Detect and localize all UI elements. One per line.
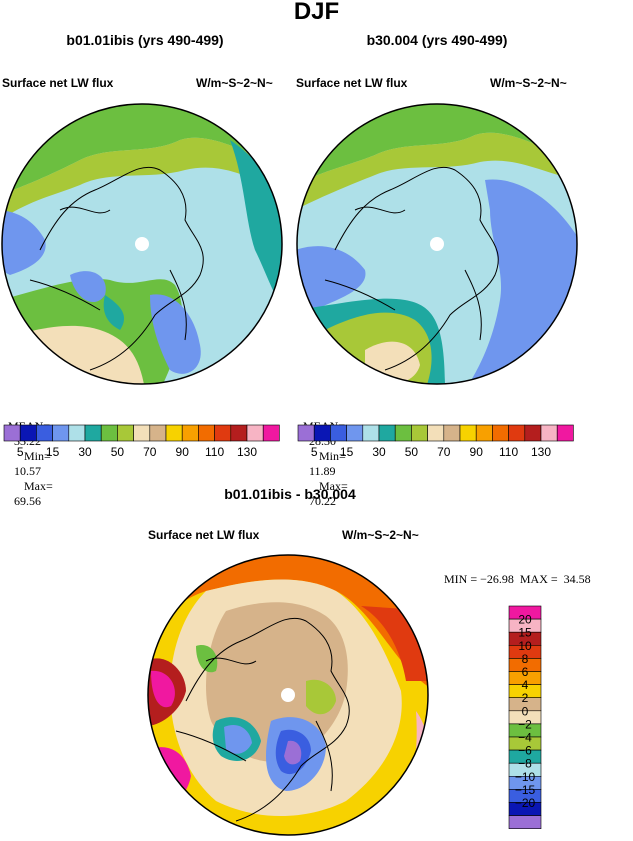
colorbar-tick-label: 110 [499, 445, 518, 459]
colorbar-swatch [427, 424, 445, 442]
colorbar-tick-label: −2 [518, 717, 532, 731]
colorbar-swatch [117, 424, 134, 442]
difference-title: b01.01ibis - b30.004 [224, 486, 356, 502]
colorbar-swatch [52, 424, 70, 442]
colorbar-tick-label: 5 [311, 445, 318, 459]
colorbar-swatch [443, 424, 461, 442]
max-value: 70.22 [309, 494, 336, 508]
colorbar-tick-label: 50 [111, 445, 125, 459]
max-label: Max= [319, 479, 348, 493]
colorbar-swatch [524, 424, 542, 442]
colorbar-swatch [262, 424, 280, 442]
min-value: 11.89 [309, 464, 336, 478]
colorbar-swatch [149, 424, 167, 442]
colorbar-tick-label: 70 [437, 445, 451, 459]
colorbar-swatch [246, 424, 264, 442]
colorbar-swatch [508, 424, 526, 442]
colorbar-swatch [378, 424, 396, 442]
colorbar-swatch [181, 424, 199, 442]
colorbar-tick-label: −6 [518, 744, 532, 758]
colorbar-tick-label: −4 [518, 731, 532, 745]
colorbar-swatch [411, 424, 428, 442]
colorbar-swatch [313, 424, 331, 442]
colorbar-swatch [540, 424, 558, 442]
polar-map-1 [1, 103, 283, 385]
panel-1-case-title: b01.01ibis (yrs 490-499) [66, 32, 224, 48]
colorbar-swatch [36, 424, 53, 442]
colorbar-swatch [165, 424, 183, 442]
colorbar-tick-label: −8 [518, 757, 532, 771]
colorbar-tick-label: 130 [531, 445, 551, 459]
colorbar-swatch [330, 424, 347, 442]
colorbar-tick-label: 2 [522, 691, 529, 705]
polar-map-2 [296, 103, 578, 385]
difference-variable: Surface net LW flux [148, 528, 260, 542]
page-title: DJF [293, 0, 340, 25]
difference-stats: MIN = −26.98 MAX = 34.58 [444, 572, 591, 586]
panel-2-units: W/m~S~2~N~ [490, 76, 567, 90]
colorbar-tick-label: 130 [237, 445, 257, 459]
colorbar-swatch [492, 424, 509, 442]
colorbar-swatch [3, 424, 21, 442]
colorbar-swatch [19, 424, 37, 442]
colorbar-tick-label: 110 [205, 445, 224, 459]
colorbar-tick-label: −15 [515, 783, 536, 797]
colorbar-panel-1: 5 15 30 50 70 90 110 130 [3, 424, 280, 459]
min-label: Min= [319, 449, 346, 463]
colorbar-tick-label: 70 [143, 445, 157, 459]
colorbar-tick-label: 20 [518, 613, 532, 627]
colorbar-swatch [214, 424, 232, 442]
colorbar-swatch [297, 424, 315, 442]
colorbar-tick-label: 15 [340, 445, 354, 459]
colorbar-tick-label: 50 [405, 445, 419, 459]
max-label: Max= [24, 479, 53, 493]
colorbar-tick-label: 90 [470, 445, 484, 459]
max-value: 69.56 [14, 494, 41, 508]
colorbar-swatch [198, 424, 215, 442]
colorbar-swatch [362, 424, 380, 442]
colorbar-swatch [100, 424, 118, 442]
colorbar-swatch [84, 424, 102, 442]
colorbar-swatch [394, 424, 412, 442]
colorbar-swatch [133, 424, 151, 442]
panel-2-case-title: b30.004 (yrs 490-499) [366, 32, 508, 48]
panel-2-variable: Surface net LW flux [296, 76, 408, 90]
colorbar-tick-label: 5 [17, 445, 24, 459]
colorbar-tick-label: 15 [518, 626, 532, 640]
colorbar-tick-label: 15 [46, 445, 60, 459]
colorbar-tick-label: 8 [522, 652, 529, 666]
colorbar-swatch [68, 424, 86, 442]
colorbar-tick-label: 30 [372, 445, 386, 459]
polar-map-difference [147, 554, 429, 836]
colorbar-tick-label: −10 [515, 770, 536, 784]
difference-units: W/m~S~2~N~ [342, 528, 419, 542]
colorbar-swatch [459, 424, 477, 442]
colorbar-tick-label: 4 [522, 678, 529, 692]
colorbar-swatch [556, 424, 574, 442]
colorbar-panel-2: 5 15 30 50 70 90 110 130 [297, 424, 574, 459]
colorbar-swatch [230, 424, 248, 442]
min-value: 10.57 [14, 464, 41, 478]
colorbar-tick-label: −20 [515, 796, 536, 810]
panel-1-variable: Surface net LW flux [2, 76, 114, 90]
colorbar-swatch [346, 424, 364, 442]
colorbar-tick-label: 6 [522, 665, 529, 679]
colorbar-tick-label: 30 [78, 445, 92, 459]
colorbar-tick-label: 10 [518, 639, 532, 653]
min-label: Min= [24, 449, 51, 463]
colorbar-tick-label: 0 [522, 704, 529, 718]
colorbar-swatch [475, 424, 493, 442]
colorbar-tick-label: 90 [176, 445, 190, 459]
panel-1-units: W/m~S~2~N~ [196, 76, 273, 90]
colorbar-swatch [508, 815, 542, 830]
